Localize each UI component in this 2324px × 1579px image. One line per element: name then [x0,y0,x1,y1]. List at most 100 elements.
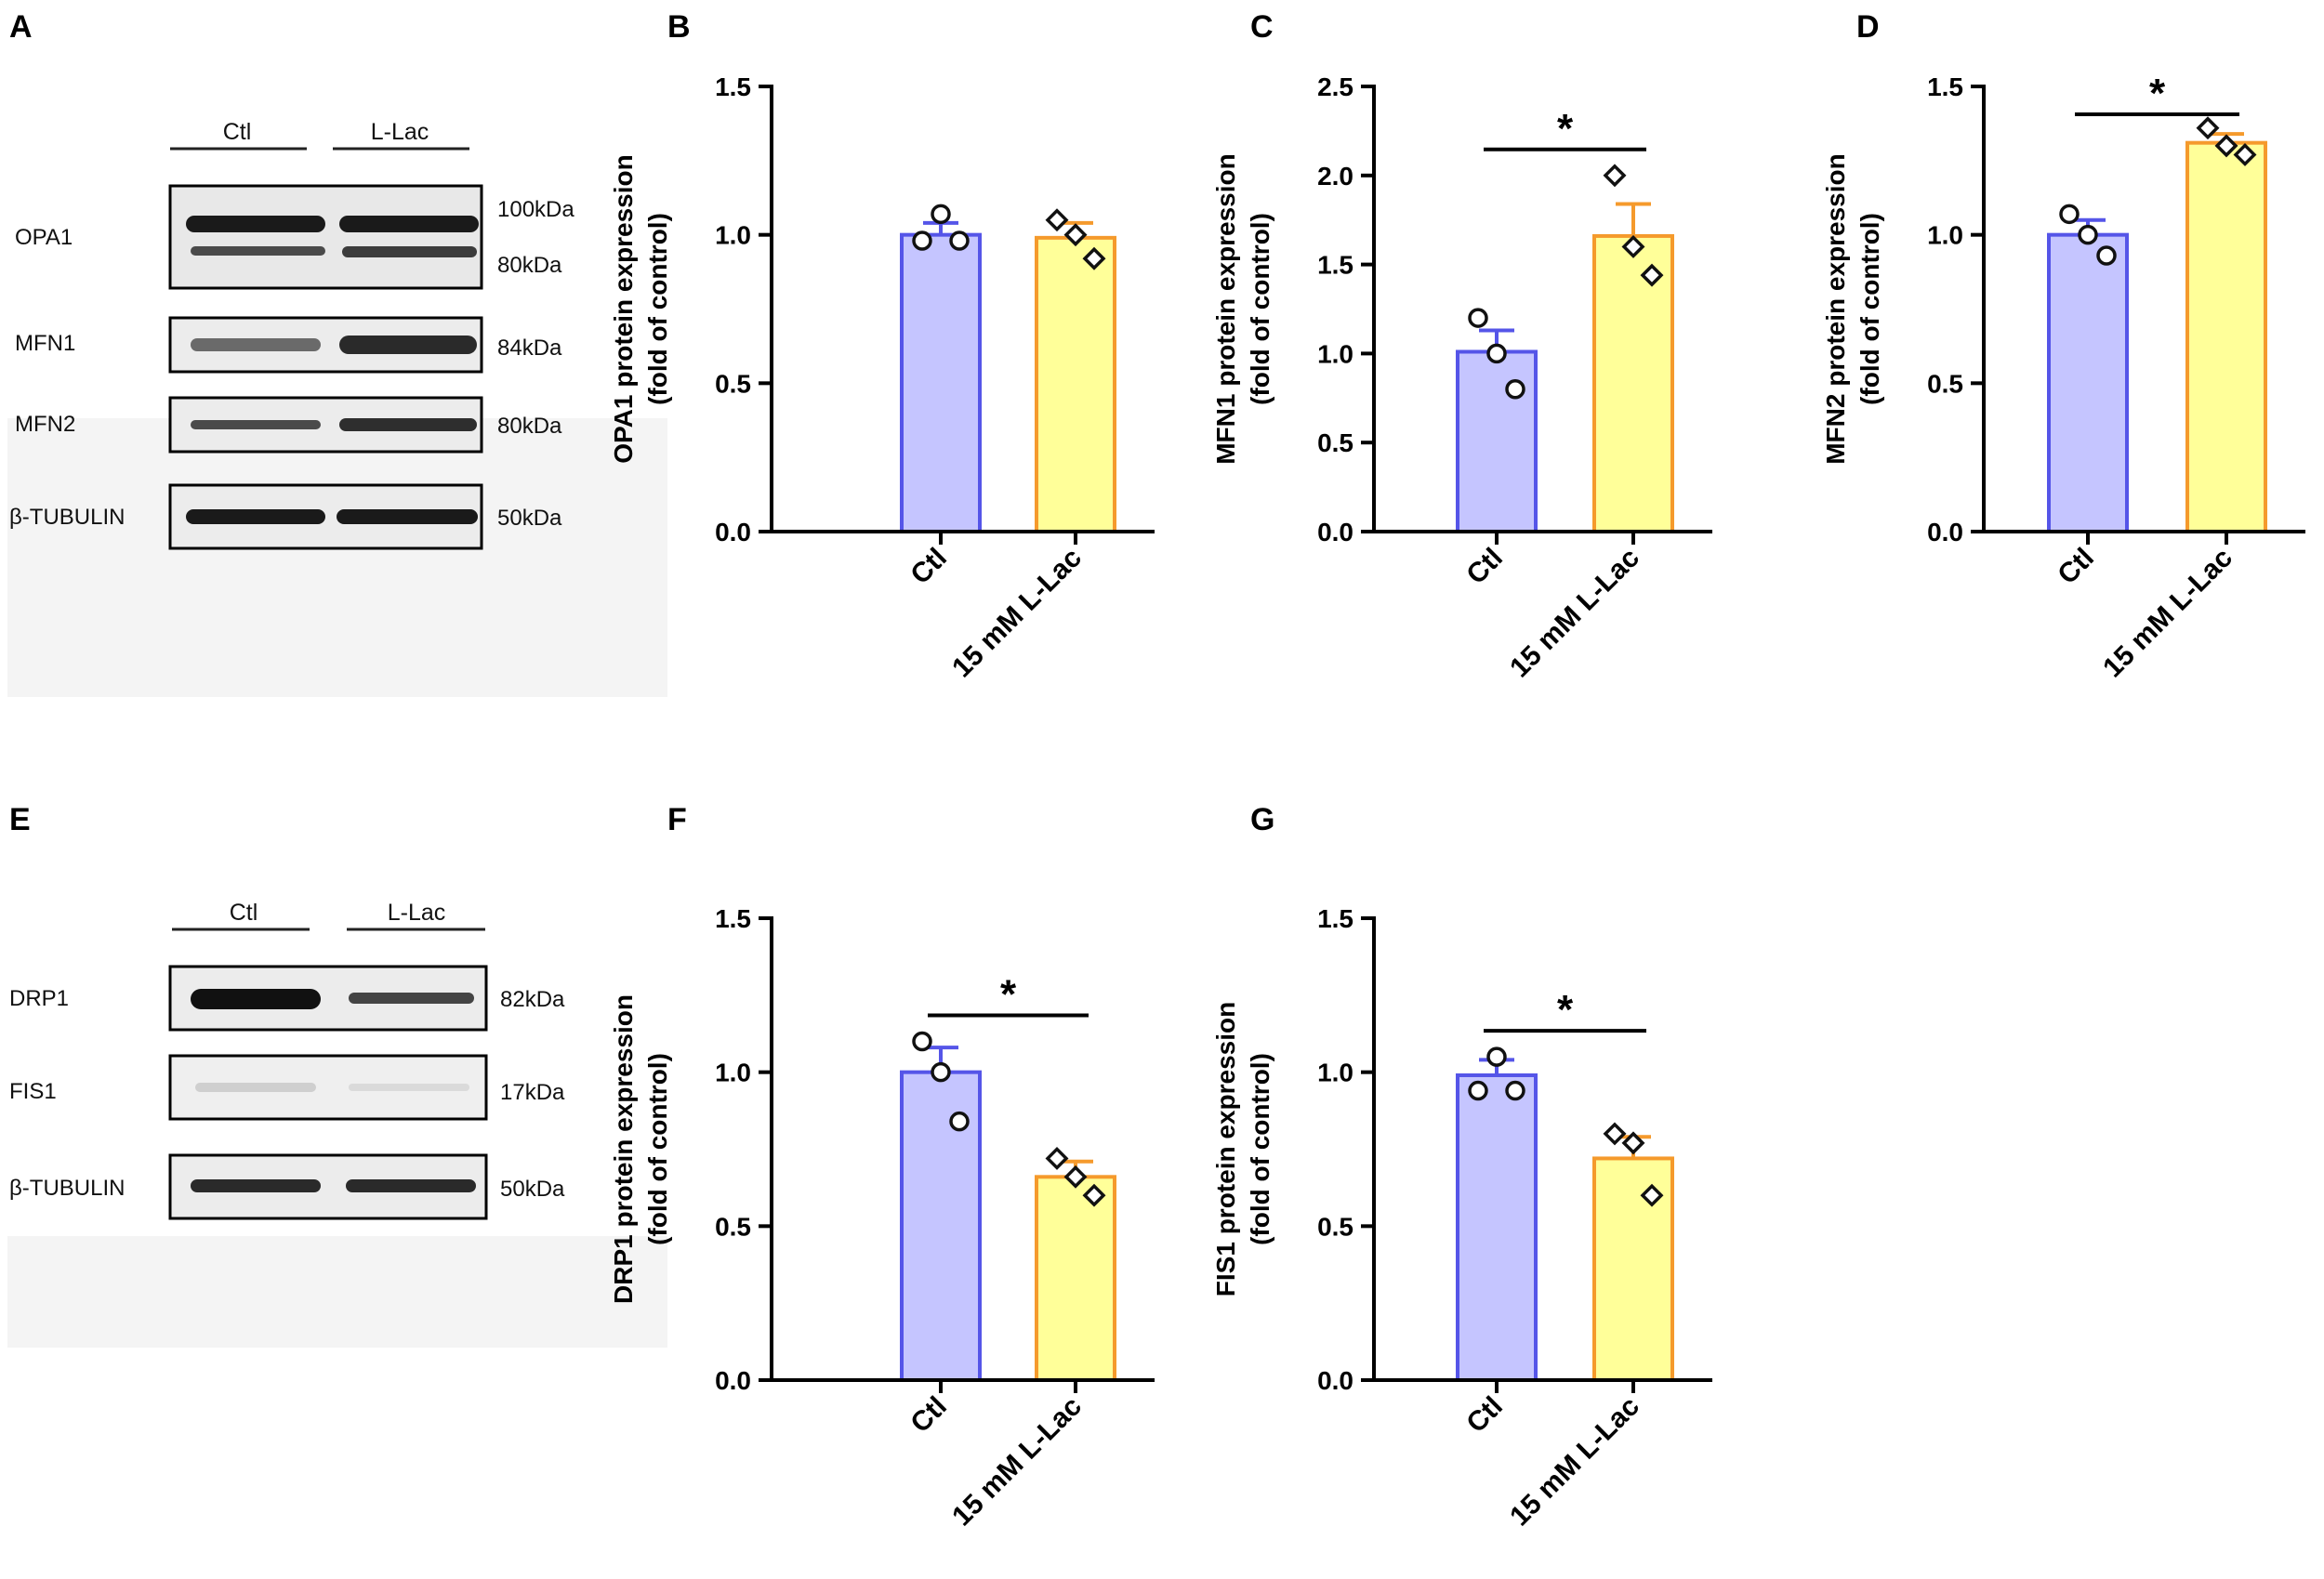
blot-background [7,418,667,697]
blot-strip [168,483,483,550]
data-point-ctl [2096,245,2117,266]
blot-protein-label: FIS1 [9,1079,57,1104]
blot-strip [168,965,488,1032]
data-point-ctl [1505,1080,1525,1101]
data-point-llac [2196,116,2220,140]
panel-label: E [9,802,31,837]
blot-band [191,246,325,256]
data-point-llac [2233,142,2257,166]
bar-ctl [900,232,982,534]
x-tick-label: Ctl [2052,543,2100,591]
blot-protein-label: β-TUBULIN [9,505,125,530]
blot-band [191,420,321,429]
blot-group-label-llac: L-Lac [388,900,446,926]
y-tick-label: 1.0 [715,221,751,250]
data-point-ctl [912,1031,932,1052]
data-point-llac [1045,1146,1069,1170]
y-tick-label: 0.5 [715,369,751,398]
data-point-llac [1063,1165,1088,1189]
blot-band [339,336,477,354]
y-axis-label-line2: (fold of control) [643,1053,672,1245]
panel-label: B [667,9,691,45]
y-axis-label-line2: (fold of control) [643,213,672,405]
bar-ctl [1456,1072,1538,1382]
blot-marker-label: 17kDa [500,1080,565,1105]
y-tick-label: 0.5 [715,1212,751,1241]
x-tick-label: Ctl [905,543,953,591]
y-tick-label: 1.0 [1317,339,1353,368]
data-point-llac [1045,208,1069,232]
blot-group-label-ctl: Ctl [223,119,252,145]
y-tick-label: 2.5 [1317,72,1353,101]
y-tick-label: 1.5 [1317,251,1353,280]
y-tick-label: 1.5 [715,72,751,101]
y-tick-label: 0.5 [1317,428,1353,457]
blot-strip [168,1153,488,1220]
x-tick-label: 15 mM L-Lac [1504,543,1645,684]
bar-llac [1035,235,1116,534]
panel-label: D [1856,9,1880,45]
bar-llac [1592,233,1674,533]
blot-band [186,216,325,232]
data-point-llac [1082,1183,1106,1207]
y-axis-label-line2: (fold of control) [1855,213,1884,405]
data-point-llac [1082,246,1106,270]
blot-background [7,1236,667,1348]
data-point-llac [1640,1183,1664,1207]
y-tick-label: 1.0 [1317,1059,1353,1087]
data-point-llac [1640,263,1664,287]
blot-band [191,989,321,1009]
blot-marker-label: 84kDa [497,336,562,361]
x-tick-label: 15 mM L-Lac [946,1391,1088,1533]
y-tick-label: 0.0 [1317,1366,1353,1395]
y-tick-label: 1.0 [1927,221,1963,250]
y-tick-label: 1.5 [1317,904,1353,933]
data-point-llac [1621,234,1645,258]
data-point-ctl [949,1111,970,1132]
data-point-ctl [1468,1080,1488,1101]
blot-protein-label: OPA1 [15,225,73,250]
blot-group-label-ctl: Ctl [230,900,258,926]
blot-protein-label: MFN1 [15,331,75,356]
blot-strip [168,1054,488,1121]
data-point-ctl [1505,378,1525,400]
data-point-ctl [2078,224,2098,245]
blot-band [337,509,478,524]
panel-e-blot: E Ctl L-Lac DRP1 82kDa FIS1 17kDa β-TUBU… [7,802,667,1348]
y-tick-label: 1.0 [715,1059,751,1087]
y-tick-label: 0.0 [1317,518,1353,546]
y-tick-label: 0.5 [1927,369,1963,398]
significance-marker: * [1000,972,1017,1018]
bar-llac [1035,1175,1116,1382]
panel-label: A [9,9,33,45]
blot-group-label-llac: L-Lac [371,119,429,145]
y-tick-label: 0.0 [715,518,751,546]
data-point-ctl [1486,343,1507,364]
panel-label: F [667,802,687,837]
y-axis-label-line2: (fold of control) [1246,213,1274,405]
x-tick-label: 15 mM L-Lac [1504,1391,1645,1533]
data-point-ctl [931,204,951,225]
significance-marker: * [1557,106,1574,151]
blot-strip [168,396,483,454]
data-point-llac [1621,1131,1645,1155]
x-tick-label: Ctl [905,1391,953,1440]
blot-marker-label: 82kDa [500,987,565,1012]
bar-llac [2185,140,2267,533]
y-axis-label: MFN2 protein expression [1821,153,1850,465]
blot-marker-label: 50kDa [500,1177,565,1202]
bar-llac [1592,1156,1674,1382]
panel-label: C [1250,9,1274,45]
blot-band [195,1083,316,1092]
bar-ctl [2047,232,2129,534]
data-point-ctl [2059,204,2080,225]
y-tick-label: 0.5 [1317,1212,1353,1241]
data-point-ctl [931,1061,951,1083]
blot-band [349,1084,469,1091]
blot-band [342,246,477,257]
blot-strip [168,184,483,290]
y-axis-label: MFN1 protein expression [1211,153,1240,465]
